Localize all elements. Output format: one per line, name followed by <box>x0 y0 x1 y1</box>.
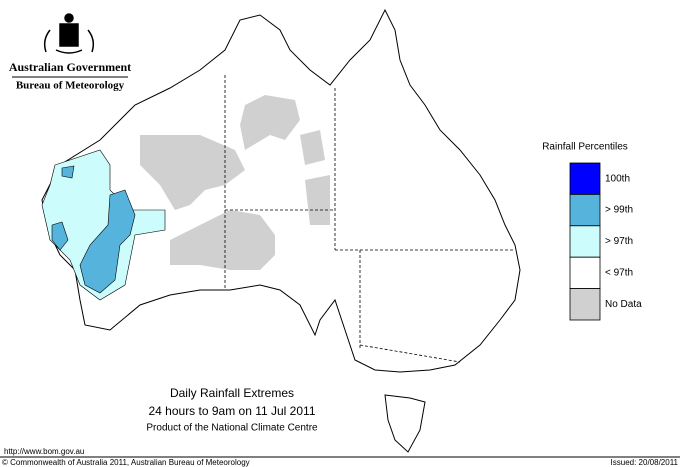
coat-of-arms <box>43 13 95 54</box>
state-borders <box>224 75 515 363</box>
above-99th-area-3 <box>61 165 75 179</box>
legend-label: > 97th <box>605 236 633 247</box>
org-name: Australian Government <box>9 60 131 74</box>
copyright: © Commonwealth of Australia 2011, Austra… <box>2 458 250 467</box>
no-data-areas <box>140 95 330 270</box>
above-99th-area <box>79 189 136 294</box>
tasmania <box>384 394 426 453</box>
legend-swatch <box>569 256 601 290</box>
above-99th-area-2 <box>51 221 69 251</box>
legend-swatch <box>569 225 601 258</box>
legend-swatch <box>569 288 601 321</box>
legend: 100th > 99th > 97th < 97th No Data <box>569 162 642 321</box>
legend-title: Rainfall Percentiles <box>542 142 628 153</box>
mainland <box>41 8 521 373</box>
legend-label: < 97th <box>605 268 633 279</box>
map-subtitle: 24 hours to 9am on 11 Jul 2011 <box>148 404 315 418</box>
url: http://www.bom.gov.au <box>4 447 84 456</box>
map-title: Daily Rainfall Extremes <box>170 386 294 400</box>
bureau-name: Bureau of Meteorology <box>16 80 125 92</box>
above-97th-area <box>41 149 166 301</box>
legend-label: > 99th <box>605 205 633 216</box>
legend-swatch <box>569 193 601 227</box>
legend-swatch <box>569 162 601 195</box>
issued-date: Issued: 20/08/2011 <box>611 458 679 467</box>
legend-label: 100th <box>605 173 630 184</box>
legend-label: No Data <box>605 299 642 310</box>
map-credit: Product of the National Climate Centre <box>146 423 318 434</box>
map <box>41 8 521 453</box>
